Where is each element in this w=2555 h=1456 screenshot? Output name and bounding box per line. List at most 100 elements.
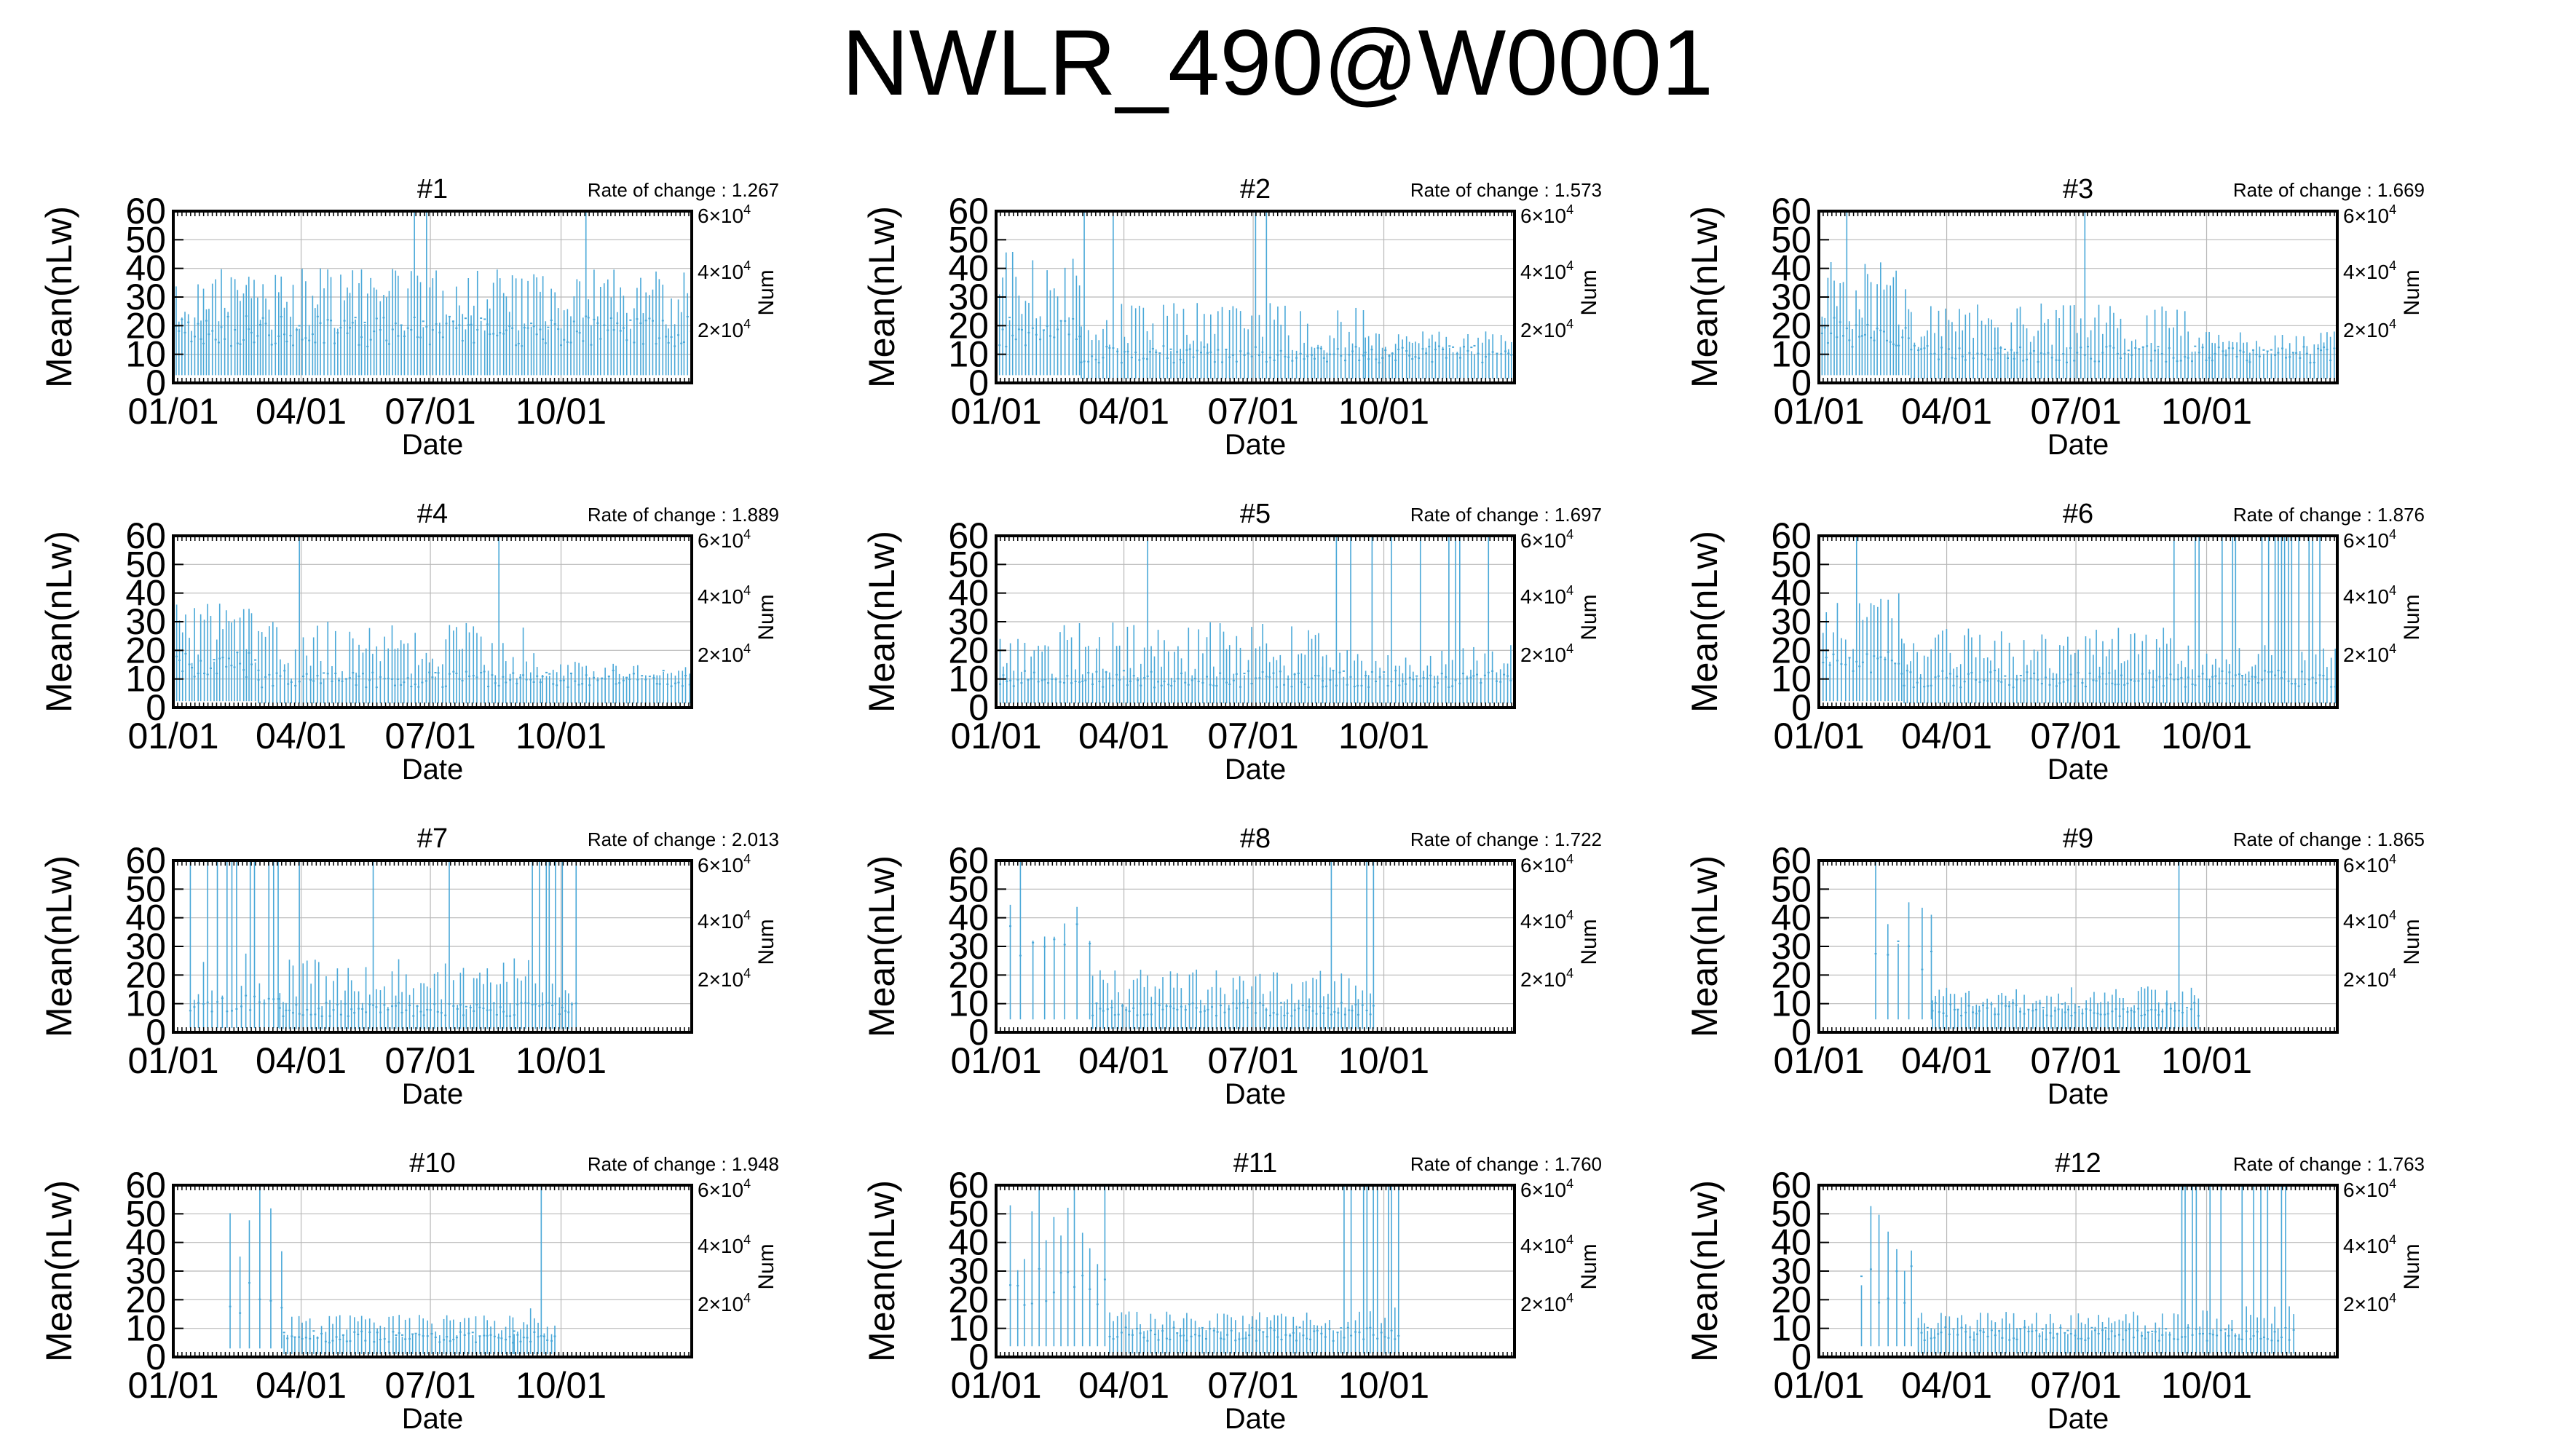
data-point <box>1037 681 1040 683</box>
data-point <box>1122 670 1125 672</box>
data-point <box>1401 347 1404 349</box>
y-tick-label: 0 <box>146 687 166 728</box>
data-point <box>1425 352 1428 355</box>
data-point <box>236 342 239 344</box>
y2-tick-label: 4×104 <box>1520 583 1573 608</box>
data-point <box>1414 356 1417 358</box>
data-point <box>629 319 632 321</box>
data-point <box>2111 682 2114 684</box>
data-point <box>1956 1008 1959 1010</box>
data-point <box>2201 673 2204 675</box>
y2-tick-exponent: 4 <box>743 317 751 331</box>
data-point <box>1429 674 1432 676</box>
data-point <box>1845 328 1848 330</box>
x-tick-label: 04/01 <box>256 716 347 756</box>
y2-tick-times: ×10 <box>2355 585 2390 608</box>
data-point <box>208 333 210 336</box>
data-point <box>2318 674 2321 676</box>
data-point <box>306 1009 309 1011</box>
data-point <box>644 320 647 322</box>
data-point <box>202 1002 205 1005</box>
data-point <box>410 329 413 331</box>
data-point <box>1948 673 1951 675</box>
data-point <box>2042 1007 2045 1009</box>
data-point <box>2231 347 2234 349</box>
y2-tick-times: ×10 <box>2355 910 2390 933</box>
data-point <box>301 1014 304 1016</box>
data-point <box>1923 686 1926 688</box>
data-point <box>436 1010 439 1013</box>
data-point <box>581 683 584 685</box>
y-axis-label: Mean(nLw) <box>39 531 79 713</box>
data-point <box>2052 678 2055 681</box>
x-tick-label: 07/01 <box>1208 391 1299 432</box>
y-tick-label: 10 <box>948 659 989 700</box>
data-point <box>2194 345 2197 347</box>
y2-tick-label: 4×104 <box>2343 583 2396 608</box>
data-point <box>1083 360 1086 363</box>
x-tick-label: 01/01 <box>127 716 218 756</box>
data-point <box>2005 1005 2007 1007</box>
data-point <box>2058 359 2061 361</box>
data-point <box>2277 352 2280 354</box>
data-point <box>1265 676 1268 678</box>
y-tick-label: 30 <box>1771 926 1812 967</box>
data-point <box>1454 679 1457 681</box>
y-tick-label: 10 <box>125 984 166 1024</box>
data-point <box>1866 323 1869 325</box>
data-point <box>628 678 631 681</box>
data-point <box>305 673 308 675</box>
data-point <box>1102 357 1105 359</box>
data-point <box>2169 1008 2172 1010</box>
data-point <box>1120 362 1123 364</box>
data-point <box>1953 1008 1956 1010</box>
data-point <box>2144 1013 2147 1016</box>
data-point <box>424 680 427 682</box>
data-point <box>326 673 329 675</box>
data-point <box>354 317 357 319</box>
data-point <box>607 329 609 331</box>
data-point <box>1365 1010 1368 1012</box>
data-point <box>189 1010 191 1012</box>
y-tick-label: 60 <box>948 191 989 232</box>
data-point <box>538 1005 541 1007</box>
data-point <box>2131 354 2133 356</box>
y2-tick-mantissa: 2 <box>2343 644 2355 666</box>
data-point <box>2147 1010 2149 1012</box>
data-point <box>1999 347 2002 349</box>
data-point <box>2111 1010 2114 1013</box>
data-point <box>298 325 301 327</box>
data-point <box>1188 1003 1191 1005</box>
data-point <box>1487 671 1490 673</box>
data-point <box>1357 684 1359 687</box>
y2-tick-label: 2×104 <box>2343 317 2396 341</box>
data-point <box>517 342 520 344</box>
data-point <box>218 657 221 660</box>
data-point <box>1012 685 1015 687</box>
data-point <box>502 1010 505 1013</box>
data-point <box>1231 354 1234 356</box>
data-point <box>226 1010 229 1013</box>
data-point <box>336 1003 339 1005</box>
data-point <box>1458 682 1461 684</box>
data-point <box>1897 940 1900 942</box>
data-point <box>2224 355 2227 357</box>
data-point <box>661 320 664 322</box>
data-point <box>2157 1014 2160 1016</box>
data-point <box>1222 678 1225 680</box>
data-point <box>524 1002 527 1004</box>
y-tick-label: 20 <box>948 305 989 346</box>
data-point <box>1994 1013 1997 1016</box>
data-point <box>1250 355 1253 357</box>
data-point <box>437 672 440 674</box>
data-point <box>569 341 572 344</box>
data-point <box>1043 678 1046 681</box>
y2-tick-mantissa: 6 <box>698 205 709 227</box>
data-point <box>2089 1009 2092 1011</box>
data-point <box>2066 679 2069 681</box>
data-point <box>467 324 470 326</box>
data-point <box>1115 673 1118 676</box>
x-tick-label: 04/01 <box>1078 716 1169 756</box>
